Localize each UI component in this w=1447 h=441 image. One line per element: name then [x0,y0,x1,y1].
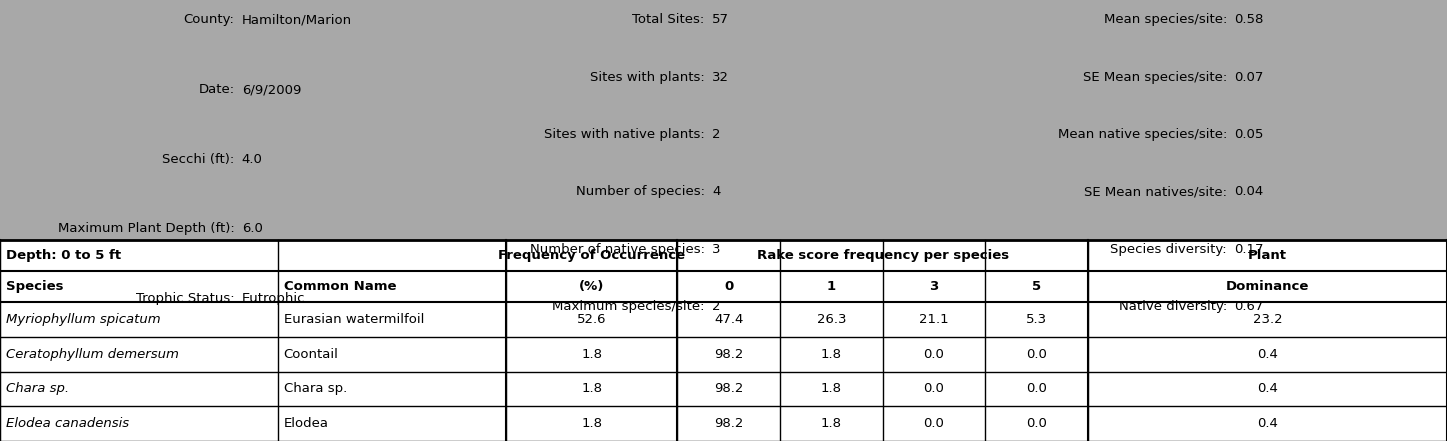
Text: Common Name: Common Name [284,280,396,293]
Text: 0.0: 0.0 [1026,382,1048,396]
Text: 3: 3 [712,243,721,256]
Text: Sites with plants:: Sites with plants: [590,71,705,84]
Text: Ceratophyllum demersum: Ceratophyllum demersum [6,348,178,361]
Text: 0.4: 0.4 [1257,348,1278,361]
Text: Trophic Status:: Trophic Status: [136,292,234,305]
Text: 98.2: 98.2 [713,348,744,361]
Text: 21.1: 21.1 [919,313,949,326]
Text: 0.07: 0.07 [1234,71,1263,84]
Text: 4: 4 [712,185,721,198]
Text: 5: 5 [1032,280,1042,293]
Text: 0.58: 0.58 [1234,13,1263,26]
Text: 0.0: 0.0 [923,382,945,396]
Text: 1.8: 1.8 [582,417,602,430]
Text: Dominance: Dominance [1226,280,1310,293]
Bar [0,0,1447,240]
Text: 1.8: 1.8 [820,417,842,430]
Text: Mean species/site:: Mean species/site: [1104,13,1227,26]
Text: 6/9/2009: 6/9/2009 [242,83,301,96]
Text: Total Sites:: Total Sites: [632,13,705,26]
Text: 0: 0 [724,280,734,293]
Text: 0.17: 0.17 [1234,243,1263,256]
Text: Species diversity:: Species diversity: [1110,243,1227,256]
Text: 1.8: 1.8 [820,382,842,396]
Text: Native diversity:: Native diversity: [1119,300,1227,313]
Text: 0.4: 0.4 [1257,417,1278,430]
Text: Species: Species [6,280,64,293]
Text: Plant: Plant [1249,249,1286,262]
Text: Elodea canadensis: Elodea canadensis [6,417,129,430]
Text: 2: 2 [712,300,721,313]
Text: Date:: Date: [198,83,234,96]
Text: (%): (%) [579,280,605,293]
Text: County:: County: [184,13,234,26]
Text: Eutrophic: Eutrophic [242,292,305,305]
Text: 0.04: 0.04 [1234,185,1263,198]
Text: Maximum Plant Depth (ft):: Maximum Plant Depth (ft): [58,222,234,235]
Text: 0.05: 0.05 [1234,128,1263,141]
Text: 0.4: 0.4 [1257,382,1278,396]
Text: SE Mean species/site:: SE Mean species/site: [1082,71,1227,84]
Text: 23.2: 23.2 [1253,313,1282,326]
Text: 3: 3 [929,280,939,293]
Text: Myriophyllum spicatum: Myriophyllum spicatum [6,313,161,326]
Text: 1: 1 [826,280,836,293]
Text: 47.4: 47.4 [713,313,744,326]
Text: 1.8: 1.8 [582,382,602,396]
Bar [0,240,1447,441]
Text: Coontail: Coontail [284,348,339,361]
Text: 1.8: 1.8 [582,348,602,361]
Text: 4.0: 4.0 [242,153,262,166]
Text: Number of native species:: Number of native species: [530,243,705,256]
Text: Mean native species/site:: Mean native species/site: [1058,128,1227,141]
Text: 0.0: 0.0 [1026,348,1048,361]
Text: 26.3: 26.3 [816,313,846,326]
Text: Frequency of Occurrence: Frequency of Occurrence [498,249,686,262]
Text: Rake score frequency per species: Rake score frequency per species [757,249,1009,262]
Text: Chara sp.: Chara sp. [6,382,69,396]
Text: 0.67: 0.67 [1234,300,1263,313]
Text: Sites with native plants:: Sites with native plants: [544,128,705,141]
Text: Depth: 0 to 5 ft: Depth: 0 to 5 ft [6,249,122,262]
Text: Number of species:: Number of species: [576,185,705,198]
Text: 5.3: 5.3 [1026,313,1048,326]
Text: 0.0: 0.0 [923,348,945,361]
Text: Eurasian watermilfoil: Eurasian watermilfoil [284,313,424,326]
Text: 1.8: 1.8 [820,348,842,361]
Text: Secchi (ft):: Secchi (ft): [162,153,234,166]
Text: 57: 57 [712,13,729,26]
Text: 0.0: 0.0 [1026,417,1048,430]
Text: Chara sp.: Chara sp. [284,382,347,396]
Text: 52.6: 52.6 [577,313,606,326]
Text: 0.0: 0.0 [923,417,945,430]
Text: Elodea: Elodea [284,417,328,430]
Text: SE Mean natives/site:: SE Mean natives/site: [1084,185,1227,198]
Text: 98.2: 98.2 [713,382,744,396]
Text: 32: 32 [712,71,729,84]
Text: Maximum species/site:: Maximum species/site: [553,300,705,313]
Text: 98.2: 98.2 [713,417,744,430]
Text: Hamilton/Marion: Hamilton/Marion [242,13,352,26]
Text: 2: 2 [712,128,721,141]
Text: 6.0: 6.0 [242,222,262,235]
